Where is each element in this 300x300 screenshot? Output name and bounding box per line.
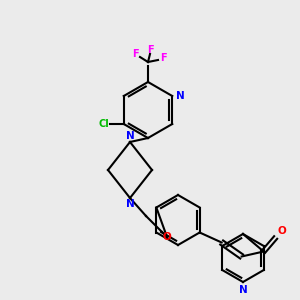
Text: O: O bbox=[163, 232, 171, 242]
Text: O: O bbox=[278, 226, 286, 236]
Text: F: F bbox=[160, 53, 166, 63]
Text: N: N bbox=[126, 131, 134, 141]
Text: Cl: Cl bbox=[98, 119, 109, 129]
Text: N: N bbox=[238, 285, 247, 295]
Text: F: F bbox=[147, 45, 153, 55]
Text: F: F bbox=[132, 49, 138, 59]
Text: N: N bbox=[176, 91, 185, 101]
Text: N: N bbox=[126, 199, 134, 209]
